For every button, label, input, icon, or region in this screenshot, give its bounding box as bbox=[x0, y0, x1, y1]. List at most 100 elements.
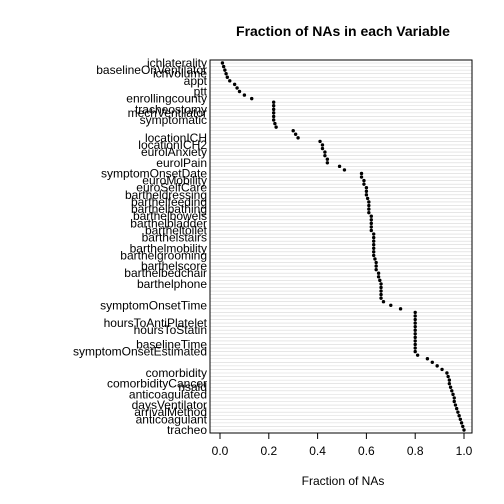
variable-label: symptomOnsetDate bbox=[101, 166, 207, 180]
variable-label: locationICH bbox=[145, 131, 207, 145]
data-point bbox=[250, 96, 254, 101]
data-point bbox=[293, 132, 298, 136]
data-point bbox=[379, 296, 383, 300]
data-point bbox=[447, 378, 452, 382]
data-point bbox=[369, 221, 373, 226]
data-point bbox=[271, 111, 276, 115]
data-point bbox=[337, 164, 342, 169]
data-point bbox=[451, 392, 455, 397]
data-point bbox=[372, 253, 376, 258]
variable-label: barthelphone bbox=[137, 277, 207, 291]
data-point bbox=[413, 342, 417, 347]
variable-label: enrollingcounty bbox=[126, 92, 207, 106]
variable-label: anticoagulated bbox=[129, 387, 207, 401]
data-point bbox=[318, 139, 322, 144]
data-point bbox=[367, 200, 371, 204]
variable-label: appt bbox=[184, 74, 208, 88]
data-point bbox=[359, 171, 364, 176]
variable-label: bartheldressing bbox=[125, 188, 207, 202]
data-point bbox=[369, 214, 373, 218]
data-point bbox=[372, 239, 376, 243]
data-point bbox=[242, 93, 247, 97]
data-point bbox=[274, 125, 278, 129]
variable-label: barthelstairs bbox=[142, 231, 207, 245]
data-point bbox=[271, 114, 276, 119]
data-point bbox=[413, 310, 417, 315]
data-point bbox=[359, 175, 364, 179]
data-point bbox=[413, 321, 417, 325]
data-point bbox=[413, 317, 417, 322]
data-point bbox=[235, 86, 239, 90]
variable-label: euroSelfCare bbox=[136, 181, 207, 195]
data-point bbox=[367, 207, 371, 211]
data-point bbox=[413, 324, 417, 329]
data-point bbox=[369, 218, 373, 222]
data-point bbox=[448, 385, 453, 389]
data-point bbox=[320, 146, 325, 151]
data-point bbox=[369, 225, 373, 229]
data-points bbox=[220, 61, 466, 432]
data-point bbox=[462, 428, 466, 432]
data-point bbox=[446, 374, 450, 379]
data-point bbox=[369, 228, 373, 233]
data-point bbox=[389, 303, 393, 307]
data-point bbox=[452, 399, 456, 404]
data-point bbox=[379, 285, 383, 290]
data-point bbox=[374, 260, 378, 265]
data-point bbox=[223, 68, 227, 72]
data-point bbox=[373, 257, 377, 261]
grid-lines bbox=[210, 62, 472, 431]
variable-label: mechVentilator bbox=[128, 106, 207, 120]
data-point bbox=[461, 424, 465, 429]
data-point bbox=[452, 396, 456, 400]
x-tick-label: 0.0 bbox=[212, 444, 229, 458]
data-point bbox=[456, 410, 460, 414]
data-point bbox=[367, 210, 371, 215]
variable-label: comorbidityCancer bbox=[107, 377, 207, 391]
variable-label: ichvolume bbox=[153, 67, 207, 81]
data-point bbox=[367, 203, 371, 208]
data-point bbox=[362, 182, 366, 186]
data-point bbox=[220, 61, 225, 65]
chart-title: Fraction of NAs in each Variable bbox=[236, 23, 450, 39]
data-point bbox=[221, 64, 226, 69]
variable-label: barthelgrooming bbox=[120, 248, 207, 262]
data-point bbox=[372, 250, 376, 254]
variable-label: ptt bbox=[194, 85, 208, 99]
data-point bbox=[381, 300, 386, 304]
data-point bbox=[453, 403, 458, 407]
data-point bbox=[459, 421, 464, 425]
data-point bbox=[376, 275, 381, 279]
data-point bbox=[435, 364, 439, 368]
data-point bbox=[454, 406, 459, 411]
data-point bbox=[291, 128, 295, 133]
data-point bbox=[378, 278, 382, 283]
data-point bbox=[413, 328, 417, 332]
variable-label: barthelscore bbox=[141, 259, 207, 273]
variable-label: eurolPain bbox=[156, 156, 207, 170]
data-point bbox=[342, 168, 347, 172]
x-tick-label: 0.8 bbox=[407, 444, 424, 458]
variable-label: tracheo bbox=[167, 423, 207, 437]
data-point bbox=[365, 196, 370, 201]
data-point bbox=[415, 353, 420, 357]
data-point bbox=[413, 339, 417, 343]
data-point bbox=[458, 417, 463, 422]
data-point bbox=[425, 357, 430, 361]
variable-label: euroMobility bbox=[142, 174, 207, 188]
data-point bbox=[224, 71, 228, 76]
data-point bbox=[362, 178, 366, 183]
x-axis: 0.0 0.2 0.4 0.6 0.8 1.0 bbox=[212, 433, 473, 458]
data-point bbox=[413, 314, 417, 318]
data-point bbox=[374, 267, 378, 272]
variable-label: nsaid bbox=[178, 380, 207, 394]
variable-label: tracheostomy bbox=[135, 102, 207, 116]
data-point bbox=[450, 389, 454, 393]
data-point bbox=[320, 143, 325, 147]
data-point bbox=[413, 332, 417, 336]
data-point bbox=[447, 381, 452, 386]
data-point bbox=[232, 82, 237, 87]
variable-label: barthelbladder bbox=[130, 216, 207, 230]
data-point bbox=[296, 136, 300, 140]
data-point bbox=[323, 153, 327, 158]
